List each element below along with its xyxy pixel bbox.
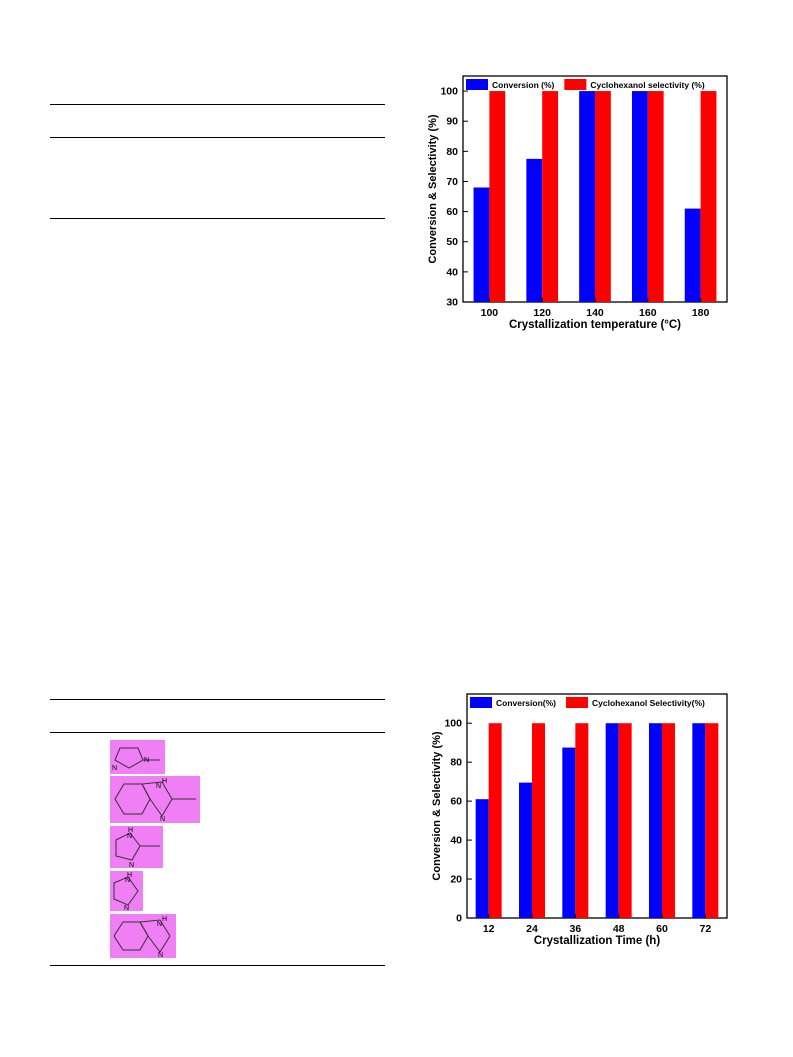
- structure-4-label-2: N: [124, 905, 129, 911]
- bar-temperature-selectivity-120: [542, 91, 559, 302]
- bar-temperature-selectivity-160: [647, 91, 664, 302]
- structure-2-methylbenzimidazole: H N N: [110, 776, 200, 823]
- structure-5-label-0: H: [162, 916, 167, 923]
- y-tick-label: 70: [446, 176, 458, 188]
- bar-temperature-selectivity-180: [700, 91, 717, 302]
- table1-bottom-rule: [50, 218, 385, 219]
- x-tick-label: 24: [526, 923, 538, 935]
- plot-frame: [462, 75, 728, 303]
- y-axis-label: Conversion & Selectivity (%): [431, 731, 443, 880]
- y-axis-label: Conversion & Selectivity (%): [427, 114, 439, 263]
- bar-time-selectivity-12: [488, 723, 502, 918]
- bar-time-selectivity-72: [705, 723, 719, 918]
- structure-5-label-2: N: [158, 952, 163, 958]
- structure-imidazole: H N N: [110, 871, 143, 911]
- y-tick-label: 40: [446, 266, 458, 278]
- structure-2-methylimidazole: H N N: [110, 826, 163, 868]
- bar-time-conversion-60: [649, 723, 662, 918]
- bar-temperature-conversion-100: [473, 187, 490, 302]
- bar-temperature-conversion-180: [684, 208, 701, 302]
- y-tick-label: 80: [446, 146, 458, 158]
- bar-time-conversion-36: [562, 747, 576, 918]
- x-tick-label: 48: [613, 923, 625, 935]
- structure-1-methylimidazole: N N: [110, 740, 165, 774]
- table2-header-rule: [50, 732, 385, 733]
- bar-time-conversion-48: [605, 723, 619, 918]
- chart-time: 0 20 40 60 80 100 12 24 36 48 60 72 Crystallization …: [431, 693, 728, 947]
- structure-4-label-0: H: [127, 872, 132, 879]
- y-tick-label: 100: [440, 86, 458, 98]
- bar-temperature-conversion-140: [579, 91, 595, 302]
- y-tick-label: 60: [446, 206, 458, 218]
- legend-label: Cyclohexanol selectivity (%): [590, 80, 704, 90]
- bar-time-selectivity-36: [575, 723, 589, 918]
- y-tick-label: 30: [446, 297, 458, 309]
- y-tick-label: 50: [446, 236, 458, 248]
- bar-time-conversion-24: [519, 782, 532, 918]
- x-tick-label: 12: [483, 923, 495, 935]
- bar-temperature-conversion-160: [631, 91, 648, 302]
- legend-swatch: [564, 79, 587, 90]
- bar-time-conversion-72: [692, 723, 706, 918]
- x-tick-label: 160: [639, 307, 657, 319]
- legend-label: Conversion (%): [492, 80, 555, 90]
- x-tick-label: 120: [533, 307, 551, 319]
- structure-2-label-0: H: [162, 778, 167, 785]
- plot-frame: [466, 693, 728, 919]
- structure-3-label-2: N: [129, 862, 134, 868]
- y-tick-label: 40: [450, 835, 462, 847]
- x-axis-label: Crystallization Time (h): [534, 935, 660, 947]
- legend-label: Cyclohexanol Selectivity(%): [592, 698, 705, 708]
- x-tick-label: 72: [699, 923, 711, 935]
- legend-swatch: [466, 79, 488, 90]
- table1-header-rule: [50, 137, 385, 138]
- x-tick-label: 140: [586, 307, 604, 319]
- structure-1-label-0: N: [144, 757, 149, 764]
- bar-time-selectivity-24: [532, 723, 545, 918]
- x-tick-label: 60: [656, 923, 668, 935]
- x-axis-label: Crystallization temperature (°C): [509, 319, 681, 331]
- x-tick-label: 180: [692, 307, 710, 319]
- table2-top-rule: [50, 699, 385, 700]
- structure-3-label-1: N: [127, 833, 132, 840]
- y-tick-label: 90: [446, 116, 458, 128]
- structure-2-label-2: N: [160, 816, 165, 823]
- y-tick-label: 100: [444, 718, 462, 730]
- structure-3-label-0: H: [128, 827, 133, 834]
- x-tick-label: 100: [481, 307, 499, 319]
- table1-top-rule: [50, 104, 385, 105]
- y-tick-label: 20: [450, 874, 462, 886]
- bar-time-selectivity-60: [662, 723, 675, 918]
- bar-temperature-conversion-120: [526, 158, 543, 302]
- bar-time-conversion-12: [475, 799, 489, 918]
- legend-swatch: [470, 697, 492, 708]
- structure-1-label-1: N: [112, 765, 117, 772]
- x-tick-label: 36: [569, 923, 581, 935]
- y-tick-label: 0: [456, 913, 462, 925]
- structure-4-label-1: N: [125, 877, 130, 884]
- legend-label: Conversion(%): [496, 698, 556, 708]
- structure-5-label-1: N: [157, 921, 162, 928]
- y-tick-label: 60: [450, 796, 462, 808]
- bar-time-selectivity-48: [618, 723, 632, 918]
- y-tick-label: 80: [450, 757, 462, 769]
- structure-2-label-1: N: [156, 783, 161, 790]
- bar-temperature-selectivity-140: [595, 91, 611, 302]
- table2-bottom-rule: [50, 965, 385, 966]
- legend-swatch: [565, 697, 588, 708]
- structure-benzimidazole: H N N: [110, 914, 176, 958]
- chart-temperature: 30 40 50 60 70 80 90 100 100 120 140 160 180 Crystall…: [427, 75, 728, 331]
- bar-temperature-selectivity-100: [489, 91, 506, 302]
